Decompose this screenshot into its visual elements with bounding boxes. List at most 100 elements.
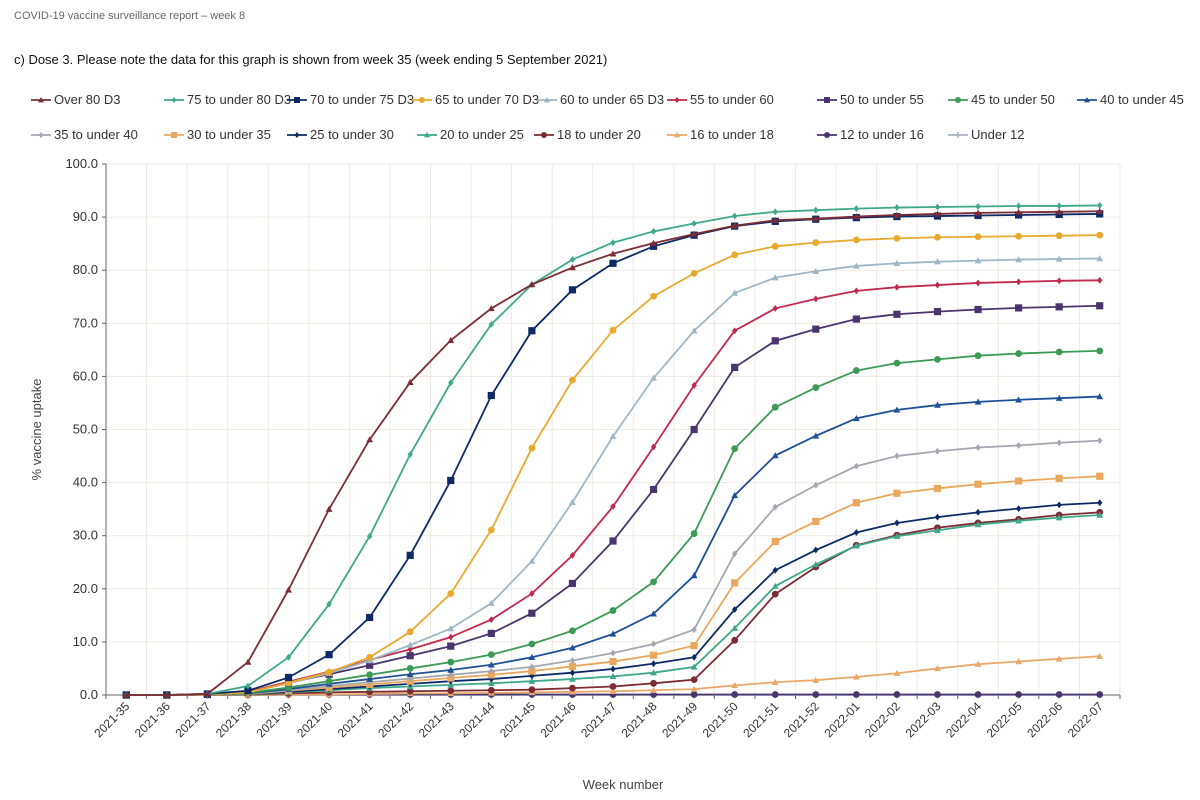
data-point: [609, 683, 617, 690]
data-point: [893, 532, 901, 539]
data-point: [569, 669, 576, 677]
data-point: [366, 675, 374, 682]
data-point: [771, 590, 779, 598]
data-point: [853, 205, 860, 213]
data-point: [366, 436, 374, 443]
data-point: [609, 673, 617, 680]
x-tick-label: 2021-36: [132, 699, 173, 740]
cross-marker: [955, 131, 961, 138]
data-point: [487, 661, 495, 668]
legend-label: 70 to under 75 D3: [310, 92, 415, 107]
data-point: [690, 530, 698, 537]
data-point: [649, 485, 658, 494]
data-point: [285, 653, 292, 661]
circle-marker: [419, 96, 425, 103]
data-point: [894, 519, 900, 527]
data-point: [569, 657, 576, 664]
data-point: [649, 242, 658, 250]
data-point: [448, 633, 454, 641]
data-point: [853, 287, 860, 295]
data-point: [487, 679, 495, 687]
data-point: [731, 636, 739, 644]
data-point: [934, 356, 941, 363]
x-tick-label: 2021-42: [375, 699, 416, 740]
data-point: [609, 326, 617, 334]
legend-label: 60 to under 65 D3: [560, 92, 665, 107]
y-axis-label: % vaccine uptake: [29, 379, 44, 481]
data-point: [975, 279, 981, 287]
diamond-marker: [674, 96, 680, 103]
data-point: [771, 216, 779, 224]
data-point: [568, 286, 577, 294]
legend-label: 18 to under 20: [557, 127, 641, 142]
data-point: [650, 228, 657, 235]
data-point: [1097, 276, 1103, 284]
data-point: [812, 432, 820, 439]
data-point: [731, 327, 738, 335]
x-tick-label: 2021-52: [781, 699, 822, 740]
data-point: [1096, 347, 1104, 355]
data-point: [771, 678, 779, 685]
data-point: [974, 209, 982, 216]
legend-label: 16 to under 18: [690, 127, 774, 142]
x-tick-label: 2021-37: [172, 699, 213, 740]
data-point: [609, 657, 617, 666]
data-point: [528, 609, 536, 617]
circle-line-icon: [534, 131, 554, 138]
data-point: [528, 653, 536, 661]
y-tick-label: 90.0: [73, 209, 98, 224]
x-tick-label: 2021-41: [335, 699, 376, 740]
data-point: [934, 665, 941, 672]
diamond-line-icon: [287, 131, 307, 138]
data-point: [406, 652, 414, 660]
data-point: [852, 414, 860, 422]
square-line-icon: [287, 96, 307, 103]
data-point: [893, 406, 901, 413]
legend-item: 30 to under 35: [163, 127, 271, 142]
data-point: [893, 359, 901, 367]
data-point: [731, 691, 739, 698]
x-tick-label: 2022-06: [1024, 699, 1065, 740]
data-point: [893, 669, 901, 676]
data-point: [650, 610, 657, 617]
data-point: [366, 532, 373, 540]
data-point: [569, 376, 576, 384]
data-point: [244, 658, 252, 665]
data-point: [934, 691, 941, 698]
series-layer: [122, 202, 1104, 699]
data-point: [852, 315, 860, 323]
data-point: [771, 452, 779, 459]
data-point: [974, 691, 982, 698]
data-point: [406, 628, 414, 636]
data-point: [771, 337, 779, 345]
data-point: [1015, 477, 1023, 485]
data-point: [325, 505, 333, 512]
x-tick-label: 2021-44: [456, 699, 497, 740]
legend-item: 20 to under 25: [416, 127, 524, 142]
data-point: [690, 691, 698, 698]
x-tick-label: 2022-04: [943, 699, 984, 740]
data-point: [812, 267, 820, 274]
data-point: [529, 590, 535, 597]
data-point: [569, 264, 576, 271]
x-tick-label: 2022-07: [1065, 699, 1106, 740]
data-point: [691, 382, 697, 389]
data-point: [569, 498, 576, 505]
triangle-marker: [1084, 96, 1090, 102]
data-point: [690, 425, 698, 434]
data-point: [813, 206, 819, 214]
legend-item: 65 to under 70 D3: [411, 92, 539, 107]
data-point: [690, 230, 698, 237]
data-point: [610, 239, 616, 246]
data-point: [771, 274, 779, 281]
data-point: [204, 690, 211, 697]
data-point: [528, 640, 536, 648]
data-point: [812, 215, 820, 222]
data-point: [650, 443, 657, 451]
x-tick-label: 2021-49: [659, 699, 700, 740]
data-point: [487, 671, 495, 679]
data-point: [447, 666, 455, 673]
data-point: [812, 239, 820, 246]
series-over-80-d3: [122, 207, 1104, 698]
